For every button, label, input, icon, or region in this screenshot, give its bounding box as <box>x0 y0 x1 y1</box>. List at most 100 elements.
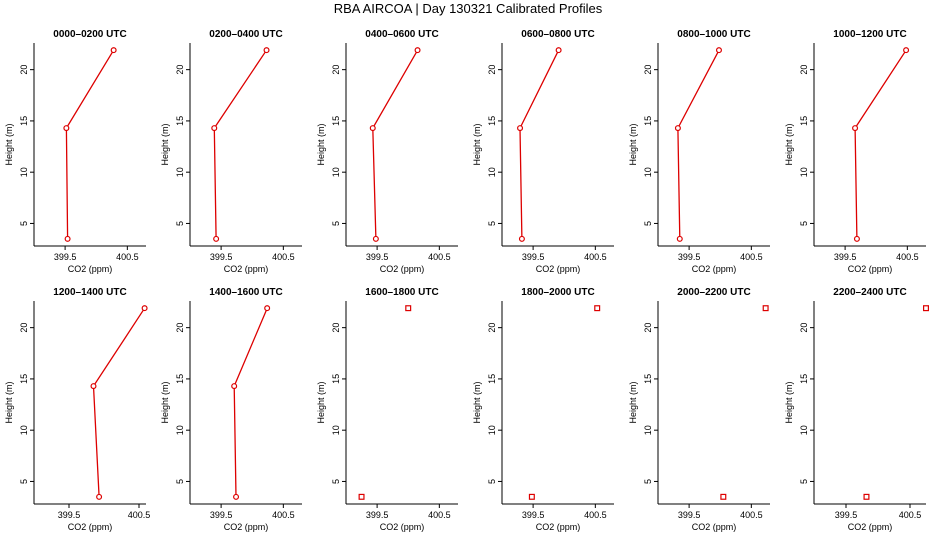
data-point <box>264 305 271 312</box>
data-point <box>90 383 97 390</box>
y-tick-label: 20 <box>175 65 185 75</box>
x-tick-label: 399.5 <box>678 252 701 262</box>
y-tick-label: 20 <box>19 65 29 75</box>
panel-11: 2000–2200 UTC 399.5 400.5 5 10 15 20 CO2 (ppm) H… <box>628 287 770 532</box>
y-tick-label: 20 <box>799 65 809 75</box>
data-point <box>594 305 601 312</box>
y-tick-label: 5 <box>643 221 653 226</box>
y-tick-label: 5 <box>175 221 185 226</box>
y-tick-label: 5 <box>799 221 809 226</box>
y-tick-label: 15 <box>487 116 497 126</box>
x-axis-label: CO2 (ppm) <box>536 264 581 274</box>
data-point <box>231 383 238 390</box>
panel-5: 0800–1000 UTC 399.5 400.5 5 10 15 20 CO2 (ppm) H… <box>628 29 770 274</box>
panel-12: 2200–2400 UTC 399.5 400.5 5 10 15 20 CO2 (ppm) H… <box>784 287 929 532</box>
data-point <box>213 235 220 242</box>
y-tick-label: 5 <box>175 479 185 484</box>
x-tick-label: 400.5 <box>584 252 607 262</box>
y-tick-label: 5 <box>487 221 497 226</box>
y-axis-label: Height (m) <box>628 123 638 165</box>
panel-title: 1600–1800 UTC <box>365 287 438 298</box>
data-point <box>762 305 769 312</box>
x-axis-label: CO2 (ppm) <box>68 264 113 274</box>
y-tick-label: 10 <box>175 167 185 177</box>
panel-title: 0800–1000 UTC <box>677 29 750 40</box>
series-line <box>233 307 268 497</box>
data-point <box>405 305 412 312</box>
data-point <box>720 493 727 500</box>
x-tick-label: 399.5 <box>54 252 77 262</box>
y-tick-label: 10 <box>487 167 497 177</box>
y-tick-label: 5 <box>799 479 809 484</box>
y-axis-label: Height (m) <box>628 381 638 423</box>
y-axis-label: Height (m) <box>784 381 794 423</box>
x-tick-label: 400.5 <box>128 510 151 520</box>
y-tick-label: 15 <box>331 374 341 384</box>
x-tick-label: 399.5 <box>210 252 233 262</box>
x-tick-label: 400.5 <box>584 510 607 520</box>
y-tick-label: 15 <box>19 116 29 126</box>
x-axis-label: CO2 (ppm) <box>68 522 113 532</box>
series-line <box>677 49 720 239</box>
y-tick-label: 15 <box>331 116 341 126</box>
data-point <box>674 125 681 132</box>
x-tick-label: 399.5 <box>522 510 545 520</box>
y-tick-label: 20 <box>331 65 341 75</box>
y-tick-label: 20 <box>799 323 809 333</box>
panel-2: 0200–0400 UTC 399.5 400.5 5 10 15 20 CO2 (ppm) H… <box>160 29 302 274</box>
y-axis-label: Height (m) <box>784 123 794 165</box>
x-axis-label: CO2 (ppm) <box>848 264 893 274</box>
y-tick-label: 10 <box>643 425 653 435</box>
data-point <box>110 47 117 54</box>
data-point <box>369 125 376 132</box>
x-tick-label: 400.5 <box>428 252 451 262</box>
data-point <box>233 493 240 500</box>
figure-title: RBA AIRCOA | Day 130321 Calibrated Profi… <box>334 1 603 16</box>
data-point <box>63 125 70 132</box>
x-tick-label: 400.5 <box>272 510 295 520</box>
x-tick-label: 399.5 <box>366 252 389 262</box>
x-axis-label: CO2 (ppm) <box>224 522 269 532</box>
y-tick-label: 10 <box>799 167 809 177</box>
panel-title: 1400–1600 UTC <box>209 287 282 298</box>
x-tick-label: 399.5 <box>835 510 858 520</box>
panel-title: 1000–1200 UTC <box>833 29 906 40</box>
y-axis-label: Height (m) <box>160 123 170 165</box>
panel-7: 1200–1400 UTC 399.5 400.5 5 10 15 20 CO2 (ppm) H… <box>4 287 150 532</box>
x-tick-label: 399.5 <box>58 510 81 520</box>
y-tick-label: 20 <box>331 323 341 333</box>
y-tick-label: 10 <box>331 167 341 177</box>
panel-grid: 0000–0200 UTC 399.5 400.5 5 10 15 20 CO2 (ppm) H… <box>4 29 929 532</box>
y-tick-label: 20 <box>175 323 185 333</box>
y-tick-label: 20 <box>487 65 497 75</box>
panel-title: 0000–0200 UTC <box>53 29 126 40</box>
y-tick-label: 5 <box>331 221 341 226</box>
y-tick-label: 10 <box>175 425 185 435</box>
panel-10: 1800–2000 UTC 399.5 400.5 5 10 15 20 CO2 (ppm) H… <box>472 287 614 532</box>
y-axis-label: Height (m) <box>4 123 14 165</box>
x-axis-label: CO2 (ppm) <box>380 264 425 274</box>
data-point <box>922 305 929 312</box>
y-tick-label: 15 <box>487 374 497 384</box>
y-tick-label: 5 <box>487 479 497 484</box>
data-point <box>414 47 421 54</box>
y-tick-label: 10 <box>487 425 497 435</box>
y-tick-label: 20 <box>643 323 653 333</box>
y-tick-label: 15 <box>175 116 185 126</box>
series-line <box>372 49 419 239</box>
y-tick-label: 15 <box>643 116 653 126</box>
series-line <box>519 49 560 239</box>
data-point <box>863 493 870 500</box>
y-tick-label: 10 <box>643 167 653 177</box>
y-tick-label: 15 <box>799 374 809 384</box>
y-tick-label: 15 <box>643 374 653 384</box>
y-tick-label: 10 <box>19 167 29 177</box>
y-tick-label: 15 <box>19 374 29 384</box>
x-tick-label: 400.5 <box>116 252 139 262</box>
x-axis-label: CO2 (ppm) <box>692 522 737 532</box>
series-line <box>92 307 146 497</box>
data-point <box>852 125 859 132</box>
y-axis-label: Height (m) <box>316 381 326 423</box>
series-line <box>213 49 268 239</box>
x-tick-label: 400.5 <box>272 252 295 262</box>
